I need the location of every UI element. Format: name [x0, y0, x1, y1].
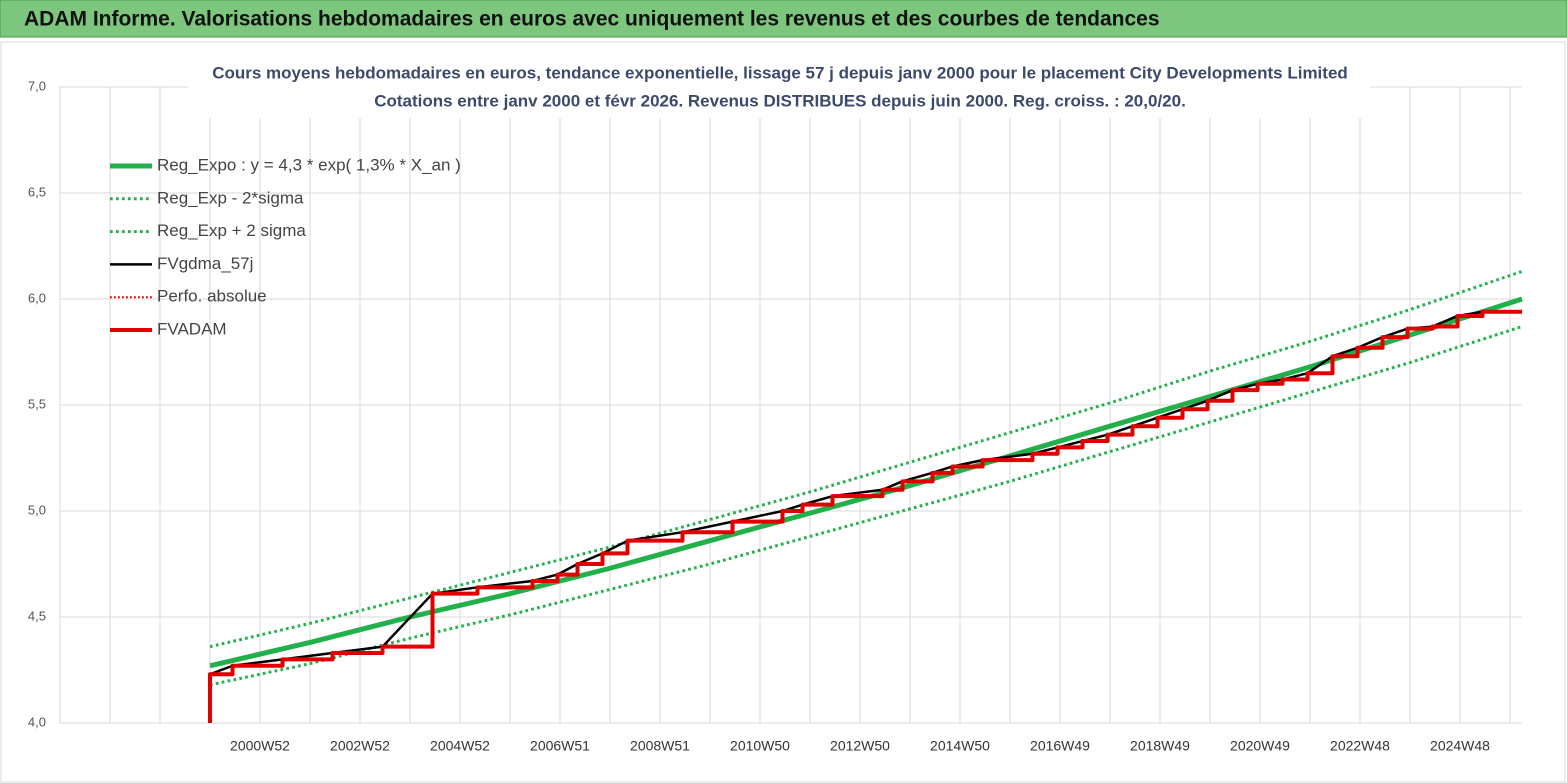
x-tick-label: 2022W48 — [1330, 738, 1390, 754]
x-tick-label: 2006W51 — [530, 738, 590, 754]
x-tick-label: 2002W52 — [330, 738, 390, 754]
series-line — [209, 310, 1522, 676]
header-title: ADAM Informe. Valorisations hebdomadaire… — [24, 8, 1160, 31]
legend-label: FVgdma_57j — [157, 254, 253, 273]
y-tick-label: 6,5 — [28, 184, 46, 199]
chart-border — [0, 41, 1566, 783]
legend-label: Reg_Expo : y = 4,3 * exp( 1,3% * X_an ) — [157, 155, 461, 174]
series-line — [209, 270, 1523, 649]
title-background — [188, 60, 1370, 118]
y-tick-label: 6,0 — [28, 290, 46, 305]
legend-label: Reg_Exp + 2 sigma — [157, 221, 306, 240]
x-tick-label: 2024W48 — [1430, 738, 1490, 754]
x-tick-label: 2010W50 — [730, 738, 790, 754]
x-tick-label: 2014W50 — [930, 738, 990, 754]
chart-subtitle: Cotations entre janv 2000 et févr 2026. … — [374, 91, 1186, 110]
legend-label: Perfo. absolue — [157, 287, 267, 306]
chart-title: Cours moyens hebdomadaires en euros, ten… — [212, 63, 1348, 82]
header-bar — [0, 0, 1567, 38]
x-tick-label: 2012W50 — [830, 738, 890, 754]
y-tick-label: 7,0 — [28, 78, 46, 93]
series-line — [208, 309, 1522, 723]
series-line — [209, 296, 1523, 669]
y-tick-label: 5,0 — [28, 502, 46, 517]
series-line — [209, 325, 1523, 687]
legend-label: Reg_Exp - 2*sigma — [157, 188, 304, 207]
x-tick-label: 2000W52 — [230, 738, 290, 754]
y-tick-label: 4,0 — [28, 714, 46, 729]
x-tick-label: 2008W51 — [630, 738, 690, 754]
x-tick-label: 2016W49 — [1030, 738, 1090, 754]
x-tick-label: 2004W52 — [430, 738, 490, 754]
y-tick-label: 4,5 — [28, 608, 46, 623]
legend-label: FVADAM — [157, 319, 227, 338]
y-tick-label: 5,5 — [28, 396, 46, 411]
x-tick-label: 2020W49 — [1230, 738, 1290, 754]
x-tick-label: 2018W49 — [1130, 738, 1190, 754]
